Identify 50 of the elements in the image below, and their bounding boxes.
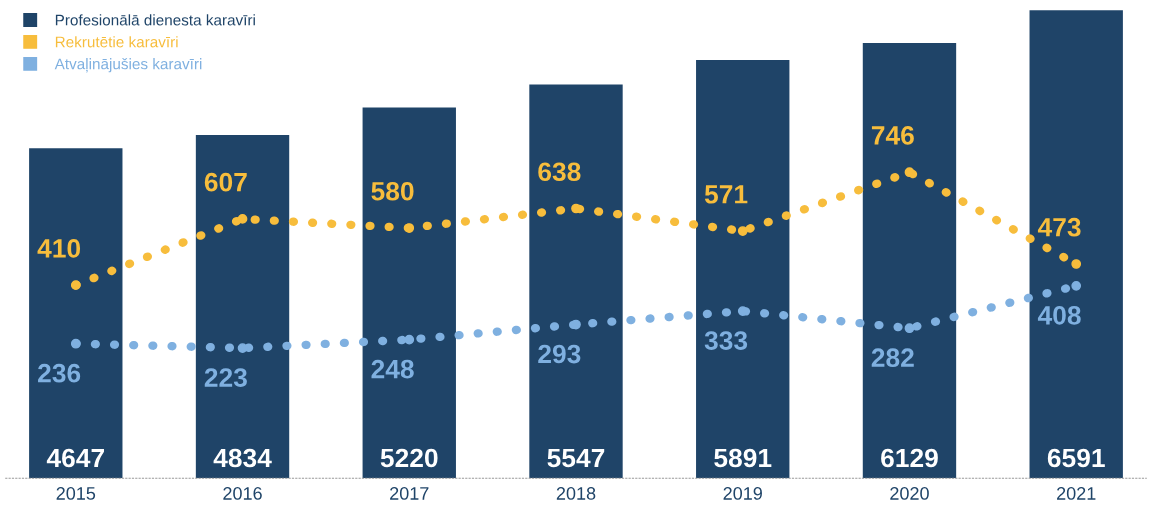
data-label: 333 [704, 331, 748, 350]
x-tick-label: 2015 [56, 487, 96, 500]
data-label: 236 [38, 363, 81, 383]
point [70, 280, 81, 291]
data-label: 408 [1037, 306, 1081, 325]
data-label: 746 [871, 126, 914, 145]
legend-label: Atvaļinājušies karavīri [54, 58, 202, 73]
point [404, 223, 415, 233]
data-label: 223 [204, 368, 247, 387]
legend-label: Profesionālā dienesta karavīri [55, 14, 255, 26]
data-label: 5547 [547, 448, 605, 468]
point [904, 167, 915, 178]
data-label: 6591 [1047, 448, 1105, 468]
data-label: 473 [1037, 217, 1081, 237]
point [571, 203, 581, 214]
point [1071, 280, 1082, 291]
x-tick-label: 2016 [223, 487, 262, 500]
bar [862, 43, 957, 479]
x-tick-label: 2020 [890, 487, 929, 500]
bar [696, 59, 790, 479]
x-tick-label: 2018 [556, 487, 596, 500]
data-label: 607 [204, 172, 247, 192]
data-label: 293 [538, 344, 581, 364]
data-label: 4647 [46, 448, 104, 468]
bar [195, 135, 290, 479]
point [737, 226, 748, 236]
legend-label: Rekrutētie karavīri [55, 36, 178, 48]
point [571, 319, 581, 330]
point [70, 338, 81, 349]
data-label: 571 [704, 185, 748, 204]
bar [362, 107, 456, 479]
data-label: 248 [371, 359, 414, 379]
data-label: 4834 [213, 448, 272, 468]
data-label: 410 [37, 239, 81, 258]
data-label: 5891 [714, 448, 772, 468]
data-label: 638 [538, 162, 581, 182]
bar [529, 84, 623, 479]
bar [1029, 10, 1123, 479]
data-label: 282 [871, 348, 914, 368]
data-label: 5220 [380, 448, 438, 468]
data-label: 6129 [881, 448, 938, 468]
point [404, 334, 415, 345]
x-tick-label: 2019 [723, 487, 762, 500]
point [904, 323, 915, 334]
data-label: 580 [371, 181, 414, 201]
point [237, 214, 248, 224]
x-tick-label: 2017 [390, 487, 429, 500]
point [1071, 259, 1082, 269]
bar [29, 148, 123, 479]
x-tick-label: 2021 [1057, 487, 1096, 500]
